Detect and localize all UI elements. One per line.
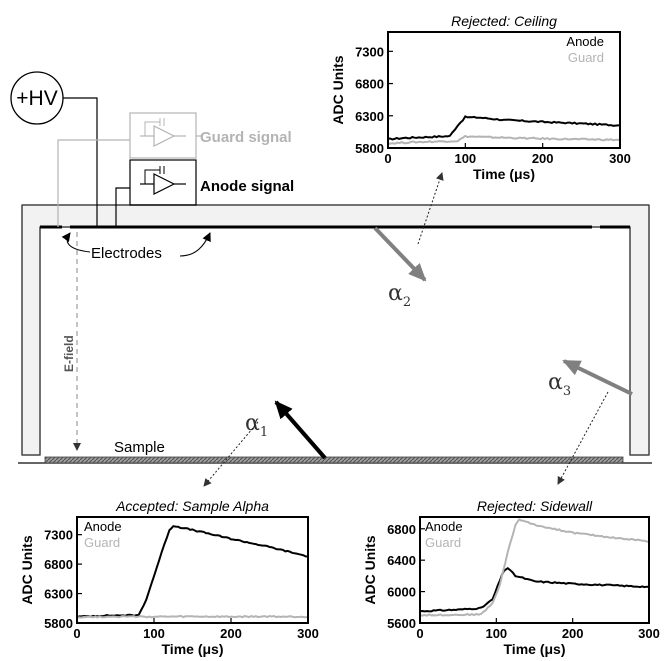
x-tick-label: 100 bbox=[143, 626, 165, 641]
series-line-guard bbox=[77, 614, 309, 619]
anode-feedback bbox=[144, 169, 160, 184]
callout-sidewall bbox=[557, 391, 609, 485]
x-axis-label: Time (μs) bbox=[162, 641, 224, 657]
x-tick-label: 100 bbox=[454, 151, 476, 166]
guard-amplifier-box bbox=[129, 112, 197, 159]
chart-frame bbox=[387, 31, 621, 149]
y-tick-label: 5800 bbox=[44, 616, 73, 631]
chart-title: Rejected: Sidewall bbox=[477, 498, 593, 514]
anode-signal-label: Anode signal bbox=[200, 178, 294, 195]
legend-entry-guard: Guard bbox=[568, 50, 604, 65]
x-tick-label: 300 bbox=[297, 626, 319, 641]
guard-feedback bbox=[144, 121, 160, 136]
alpha3-label: α3 bbox=[548, 370, 571, 399]
alpha2-arrow bbox=[373, 226, 427, 282]
x-tick-label: 300 bbox=[609, 151, 631, 166]
y-tick-label: 6800 bbox=[387, 522, 416, 537]
electrodes-arrow-right bbox=[179, 232, 211, 257]
y-axis-label: ADC Units bbox=[362, 535, 378, 604]
series-line-guard bbox=[419, 518, 650, 617]
legend-entry-anode: Anode bbox=[425, 519, 463, 534]
alpha2-label: α2 bbox=[388, 281, 411, 310]
chart-title: Accepted: Sample Alpha bbox=[115, 498, 269, 514]
x-tick-label: 0 bbox=[416, 626, 423, 641]
series-line-guard bbox=[387, 134, 621, 146]
sample-strip bbox=[44, 456, 624, 464]
series-line-anode bbox=[76, 525, 309, 619]
y-axis-label: ADC Units bbox=[330, 55, 346, 124]
electrodes-label: Electrodes bbox=[91, 245, 162, 262]
legend-entry-anode: Anode bbox=[84, 519, 122, 534]
alpha3-arrow bbox=[562, 359, 633, 396]
legend-entry-guard: Guard bbox=[425, 535, 461, 550]
guard-amplifier-icon bbox=[153, 125, 176, 147]
y-tick-label: 7300 bbox=[44, 528, 73, 543]
y-tick-label: 5800 bbox=[355, 141, 384, 156]
y-tick-label: 6800 bbox=[44, 557, 73, 572]
y-tick-label: 6800 bbox=[355, 77, 384, 92]
chart-sample-alpha: Accepted: Sample Alpha 5800 6300 6800 7300 0 1… bbox=[19, 498, 319, 657]
x-tick-label: 200 bbox=[532, 151, 554, 166]
guard-wire bbox=[57, 139, 130, 227]
x-axis-label: Time (μs) bbox=[504, 641, 566, 657]
series-line-anode bbox=[387, 115, 620, 141]
chart-sidewall: Rejected: Sidewall 5600 6000 6400 6800 0 100 20… bbox=[362, 498, 660, 657]
y-tick-label: 6000 bbox=[387, 585, 416, 600]
sample-label: Sample bbox=[114, 439, 165, 456]
anode-amplifier-box bbox=[129, 159, 197, 206]
chart-ceiling: Rejected: Ceiling 5800 6300 6800 7300 0 100 200… bbox=[330, 13, 631, 182]
x-tick-label: 200 bbox=[562, 626, 584, 641]
hv-label: +HV bbox=[16, 87, 57, 110]
chamber-wall bbox=[21, 204, 650, 456]
y-tick-label: 6300 bbox=[355, 109, 384, 124]
x-tick-label: 0 bbox=[73, 626, 80, 641]
chart-frame bbox=[419, 516, 650, 624]
y-tick-label: 5600 bbox=[387, 616, 416, 631]
y-axis-label: ADC Units bbox=[19, 535, 35, 604]
callout-sample bbox=[203, 421, 259, 487]
callout-ceiling bbox=[417, 172, 444, 245]
alpha1-label: α1 bbox=[245, 411, 268, 440]
y-tick-label: 6400 bbox=[387, 553, 416, 568]
y-tick-label: 6300 bbox=[44, 587, 73, 602]
legend-entry-guard: Guard bbox=[84, 535, 120, 550]
chart-title: Rejected: Ceiling bbox=[451, 13, 557, 29]
guard-signal-label: Guard signal bbox=[200, 129, 292, 146]
x-tick-label: 200 bbox=[220, 626, 242, 641]
x-axis-label: Time (μs) bbox=[473, 166, 535, 182]
chart-frame bbox=[76, 516, 309, 624]
alpha1-arrow bbox=[274, 400, 327, 460]
x-tick-label: 300 bbox=[638, 626, 660, 641]
x-tick-label: 100 bbox=[485, 626, 507, 641]
y-tick-label: 7300 bbox=[355, 44, 384, 59]
hv-wire bbox=[63, 97, 98, 227]
anode-wire bbox=[115, 187, 130, 227]
electrodes-arrow-left bbox=[61, 232, 91, 253]
x-tick-label: 0 bbox=[384, 151, 391, 166]
series-line-anode bbox=[419, 566, 650, 613]
anode-amplifier-icon bbox=[153, 173, 176, 195]
efield-label: E-field bbox=[62, 335, 76, 372]
legend-entry-anode: Anode bbox=[566, 34, 604, 49]
